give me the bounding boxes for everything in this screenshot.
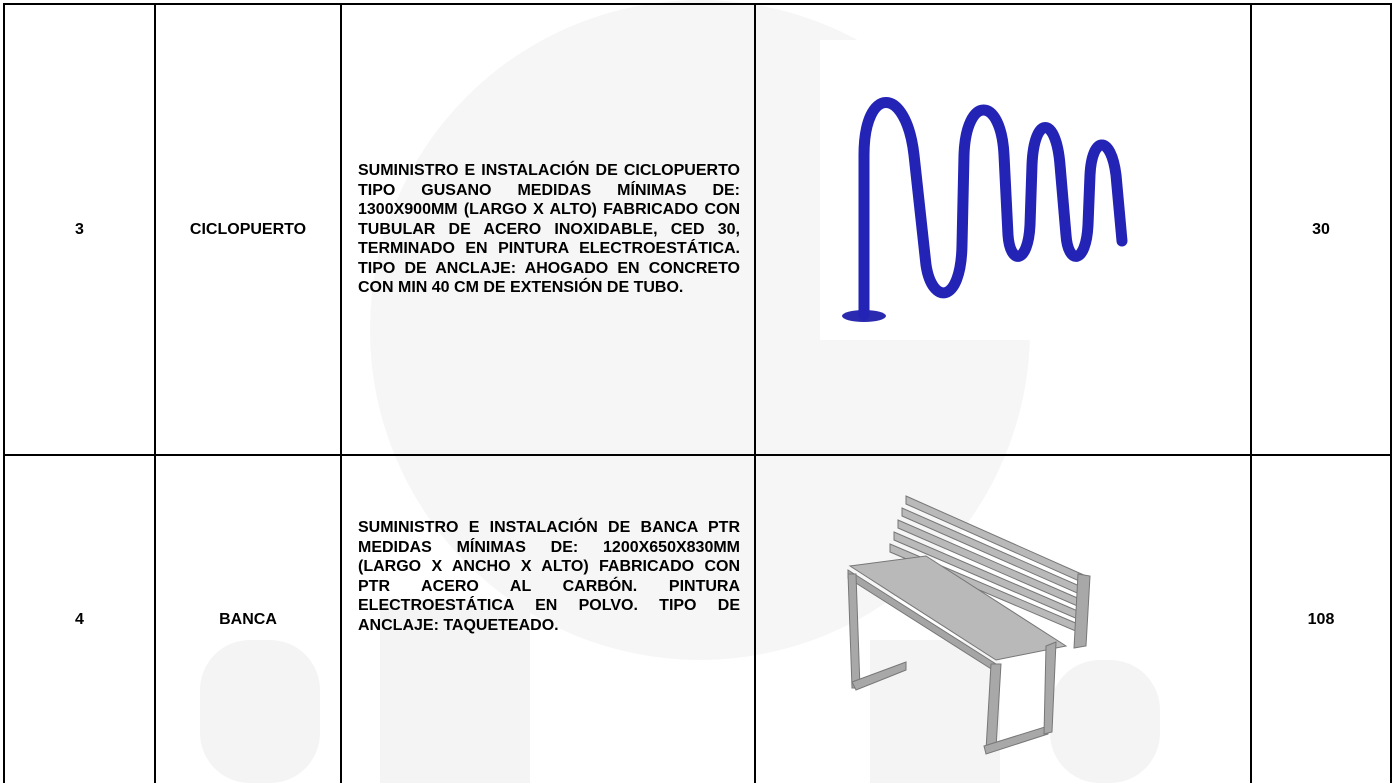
description: SUMINISTRO E INSTALACIÓN DE CICLOPUERTO … [358,161,740,297]
quantity: 108 [1307,610,1335,628]
description-cell: SUMINISTRO E INSTALACIÓN DE CICLOPUERTO … [342,5,754,454]
rule [340,3,342,783]
quantity: 30 [1312,220,1330,238]
rule [3,3,5,783]
item-name: CICLOPUERTO [189,220,307,238]
rule [1250,3,1252,783]
item-name: BANCA [219,610,277,628]
rule [154,3,156,783]
item-number: 4 [75,610,84,628]
rule [3,3,1392,5]
rule [1390,3,1392,783]
description-cell: SUMINISTRO E INSTALACIÓN DE BANCA PTR ME… [342,456,754,783]
bench-image [847,495,1091,755]
rule [3,454,1392,456]
description: SUMINISTRO E INSTALACIÓN DE BANCA PTR ME… [358,519,740,634]
item-number: 3 [75,220,84,238]
bike-rack-image [842,97,1128,322]
rule [754,3,756,783]
